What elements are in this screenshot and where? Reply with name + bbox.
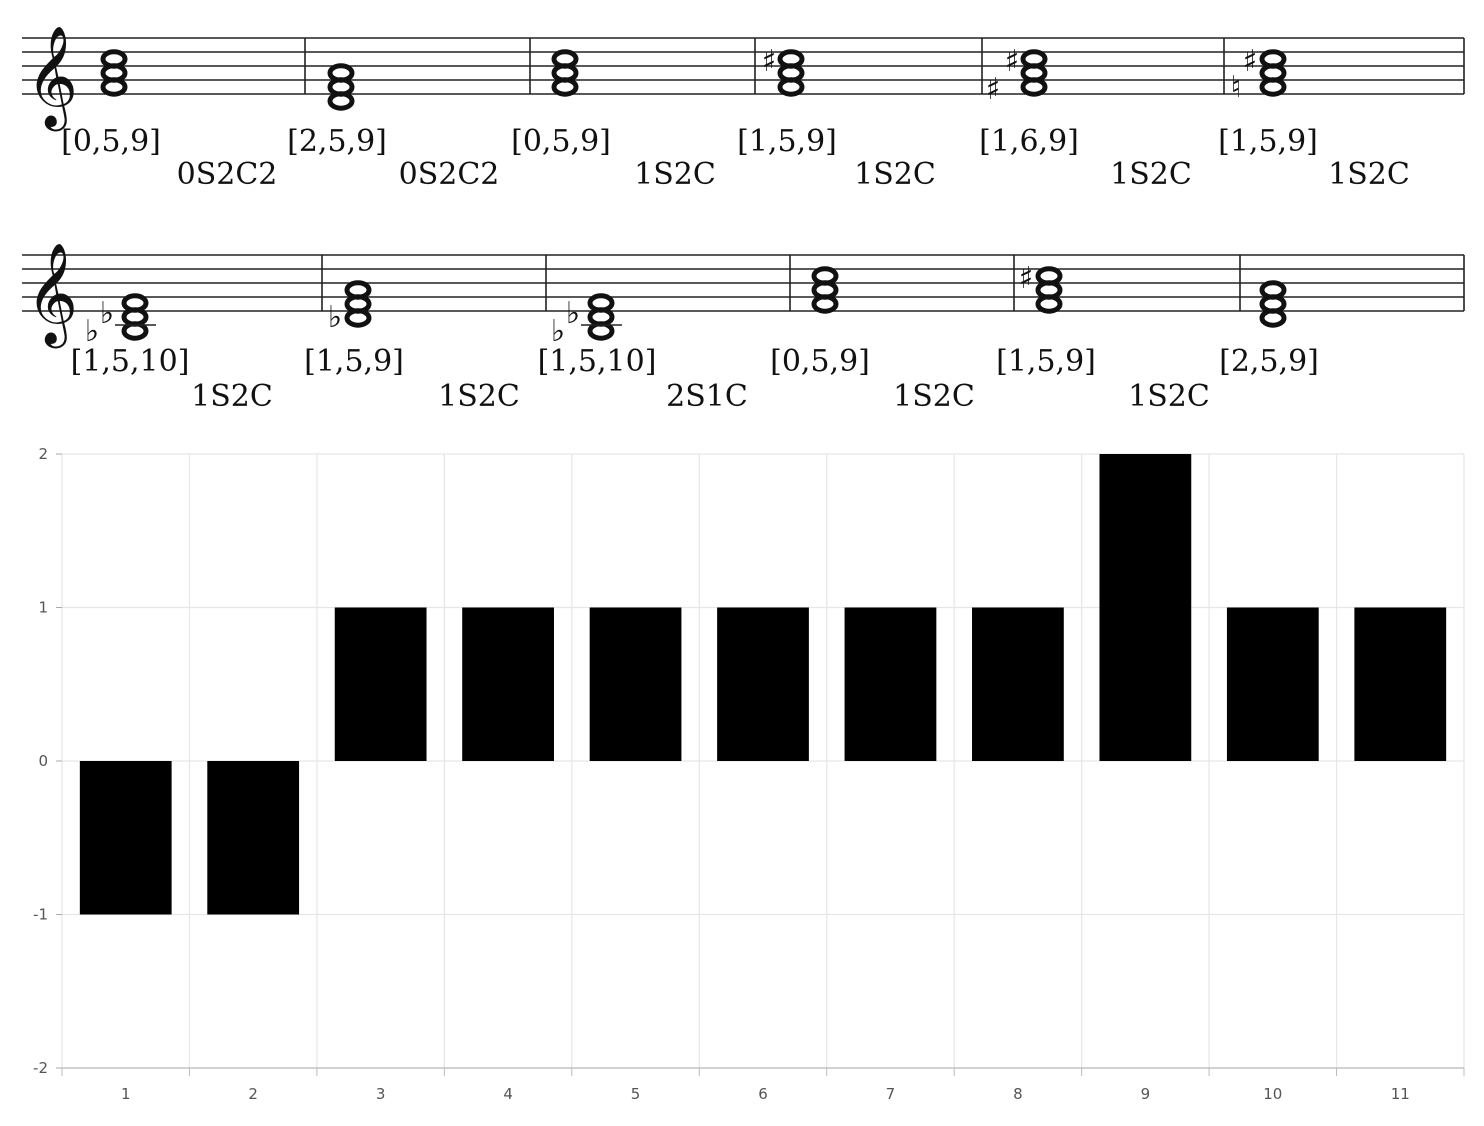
note-head-icon bbox=[121, 321, 149, 341]
bar bbox=[972, 607, 1064, 761]
bar bbox=[462, 607, 554, 761]
bar bbox=[1099, 454, 1192, 761]
sharp-icon: ♯ bbox=[1005, 44, 1020, 79]
transition-label: 1S2C bbox=[1128, 379, 1210, 414]
transition-label: 1S2C bbox=[893, 379, 975, 414]
staff-row-1: 𝄞 ♯♯♯♮♯[0,5,9] [2,5,9] [0,5,9] [1,5,9] [1,6,9… bbox=[22, 24, 1465, 192]
bar bbox=[334, 607, 427, 761]
note-head-icon bbox=[777, 77, 805, 97]
pitch-class-set-label: [1,5,9] bbox=[996, 344, 1096, 379]
pitch-class-set-label: [2,5,9] bbox=[287, 124, 387, 159]
chart-axes: -2 -1 0 1 2 1 2 3 4 5 6 7 8 9 10 11 bbox=[33, 445, 1465, 1103]
flat-icon: ♭ bbox=[328, 300, 342, 335]
x-tick-label: 1 bbox=[121, 1085, 131, 1103]
pitch-class-set-label: [0,5,9] bbox=[511, 124, 611, 159]
x-tick-label: 7 bbox=[886, 1085, 896, 1103]
bar bbox=[79, 761, 172, 915]
sharp-icon: ♯ bbox=[1019, 261, 1034, 296]
music-score: 𝄞 ♯♯♯♮♯[0,5,9] [2,5,9] [0,5,9] [1,5,9] [1,6,9… bbox=[22, 24, 1465, 414]
note-head-icon bbox=[327, 91, 355, 111]
y-tick-label: -1 bbox=[33, 906, 48, 924]
note-head-icon bbox=[587, 321, 615, 341]
y-tick-label: 1 bbox=[38, 599, 48, 617]
y-tick-label: -2 bbox=[33, 1059, 48, 1077]
transition-label: 1S2C bbox=[191, 379, 273, 414]
flat-icon: ♭ bbox=[551, 314, 565, 349]
x-tick-label: 4 bbox=[503, 1085, 513, 1103]
staff-row-2: 𝄞 ♭♭ ♭ ♭♭♯[1,5,10] [1,5,9] [1,5,10] [0,5,9] [1,… bbox=[22, 241, 1465, 414]
note-head-icon bbox=[1259, 77, 1287, 97]
x-tick-label: 2 bbox=[248, 1085, 258, 1103]
note-head-icon bbox=[811, 294, 839, 314]
pitch-class-set-label: [0,5,9] bbox=[770, 344, 870, 379]
treble-clef-icon: 𝄞 bbox=[26, 241, 78, 349]
sharp-icon: ♯ bbox=[986, 72, 1001, 107]
note-head-icon bbox=[344, 308, 372, 328]
y-tick-label: 2 bbox=[38, 445, 48, 463]
bar bbox=[1226, 607, 1319, 761]
transition-label: 1S2C bbox=[634, 157, 716, 192]
y-tick-label: 0 bbox=[38, 752, 48, 770]
flat-icon: ♭ bbox=[566, 296, 580, 331]
x-tick-label: 6 bbox=[758, 1085, 768, 1103]
note-head-icon bbox=[1020, 77, 1048, 97]
bar bbox=[589, 607, 682, 761]
x-tick-label: 8 bbox=[1013, 1085, 1023, 1103]
pitch-class-set-label: [1,5,10] bbox=[71, 344, 190, 379]
transition-label: 1S2C bbox=[438, 379, 520, 414]
x-tick-label: 5 bbox=[631, 1085, 641, 1103]
bar bbox=[844, 607, 937, 761]
note-head-icon bbox=[551, 77, 579, 97]
flat-icon: ♭ bbox=[100, 296, 114, 331]
transition-label: 1S2C bbox=[1328, 157, 1410, 192]
transition-label: 0S2C2 bbox=[177, 157, 278, 192]
pitch-class-set-label: [1,5,9] bbox=[1218, 124, 1318, 159]
note-head-icon bbox=[1035, 294, 1063, 314]
bar bbox=[207, 761, 300, 915]
pitch-class-set-label: [2,5,9] bbox=[1219, 344, 1319, 379]
pitch-class-set-label: [1,5,9] bbox=[304, 344, 404, 379]
transition-label: 2S1C bbox=[666, 379, 748, 414]
sharp-icon: ♯ bbox=[762, 44, 777, 79]
note-head-icon bbox=[100, 77, 128, 97]
x-tick-label: 3 bbox=[376, 1085, 386, 1103]
note-head-icon bbox=[1259, 308, 1287, 328]
treble-clef-icon: 𝄞 bbox=[26, 24, 78, 132]
bar bbox=[717, 607, 809, 761]
pitch-class-set-label: [1,6,9] bbox=[979, 124, 1079, 159]
pitch-class-set-label: [1,5,9] bbox=[737, 124, 837, 159]
x-tick-label: 11 bbox=[1391, 1085, 1410, 1103]
chart-bars bbox=[79, 454, 1447, 915]
sharp-icon: ♯ bbox=[1243, 44, 1258, 79]
bar bbox=[1354, 607, 1447, 761]
transition-label: 0S2C2 bbox=[399, 157, 500, 192]
x-tick-label: 9 bbox=[1141, 1085, 1151, 1103]
flat-icon: ♭ bbox=[85, 314, 99, 349]
pitch-class-set-label: [1,5,10] bbox=[538, 344, 657, 379]
bar-chart: -2 -1 0 1 2 1 2 3 4 5 6 7 8 9 10 11 bbox=[33, 445, 1465, 1103]
transition-label: 1S2C bbox=[854, 157, 936, 192]
pitch-class-set-label: [0,5,9] bbox=[61, 124, 161, 159]
transition-label: 1S2C bbox=[1110, 157, 1192, 192]
x-tick-label: 10 bbox=[1263, 1085, 1282, 1103]
natural-icon: ♮ bbox=[1231, 70, 1242, 105]
